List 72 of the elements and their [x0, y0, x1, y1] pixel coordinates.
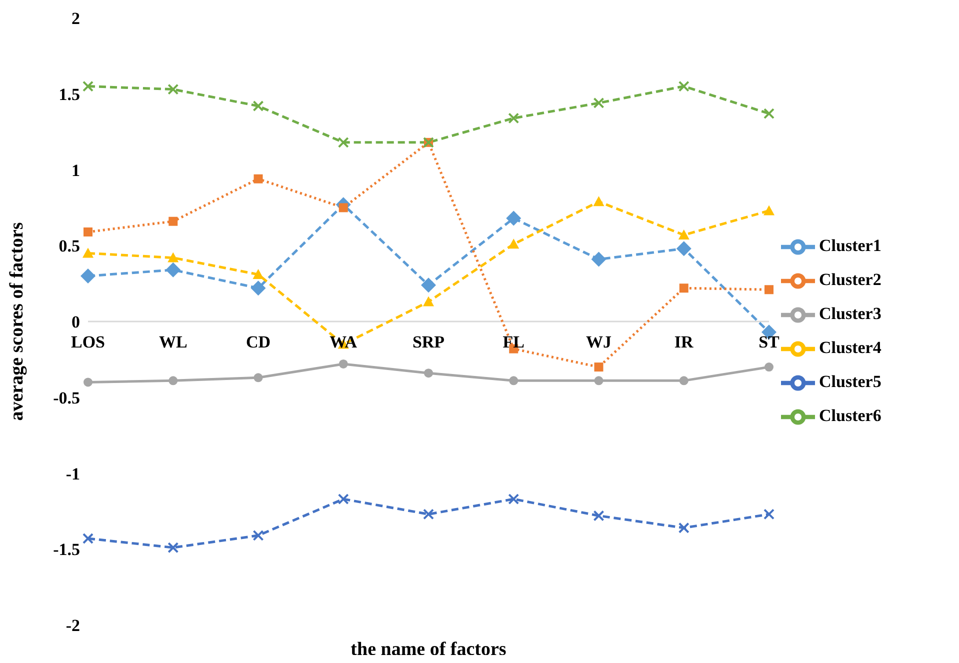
point: [168, 84, 179, 95]
point: [84, 378, 92, 387]
point: [82, 80, 94, 92]
point: [250, 280, 266, 296]
point: [764, 362, 774, 372]
point: [423, 508, 434, 520]
point: [166, 262, 181, 278]
point: [509, 376, 518, 386]
point: [593, 97, 604, 108]
point: [679, 376, 688, 386]
point: [679, 284, 688, 293]
point: [508, 112, 520, 124]
point: [678, 230, 690, 240]
point: [424, 368, 433, 378]
point: [254, 174, 263, 184]
point: [338, 494, 349, 505]
point: [678, 80, 690, 92]
y-tick-label: -2: [66, 616, 80, 636]
point: [252, 100, 264, 112]
point: [764, 205, 774, 216]
point: [168, 376, 178, 386]
point: [676, 241, 692, 256]
x-tick-label: FL: [502, 332, 524, 352]
y-tick-label: 2: [72, 9, 80, 28]
point: [168, 216, 178, 226]
legend-label: Cluster1: [819, 235, 882, 254]
point: [84, 227, 92, 236]
point: [254, 373, 263, 382]
point: [593, 510, 604, 522]
point: [594, 376, 604, 386]
y-tick-label: 0.5: [58, 236, 80, 256]
point: [591, 252, 606, 267]
legend-label: Cluster5: [819, 371, 882, 390]
point: [82, 248, 94, 258]
legend-label: Cluster4: [819, 337, 882, 356]
x-axis-title: the name of factors: [350, 639, 506, 660]
point: [168, 542, 179, 554]
y-tick-label: -1.5: [53, 540, 80, 560]
y-tick-label: -1: [66, 464, 80, 484]
point: [82, 533, 94, 544]
point: [252, 530, 264, 541]
point: [593, 196, 604, 206]
point: [508, 238, 520, 249]
y-tick-label: 1.5: [58, 84, 80, 104]
x-tick-label: SRP: [412, 332, 445, 352]
point: [423, 296, 434, 306]
point: [80, 268, 96, 284]
point: [764, 285, 774, 294]
point: [508, 494, 520, 505]
point: [168, 252, 179, 262]
point: [338, 136, 349, 148]
point: [764, 108, 774, 120]
legend-label: Cluster3: [819, 303, 882, 322]
point: [764, 508, 774, 520]
legend-label: Cluster6: [819, 405, 882, 424]
point: [594, 362, 604, 372]
x-tick-label: WL: [158, 332, 188, 352]
y-axis-title: average scores of factors: [6, 222, 28, 421]
point: [678, 522, 690, 534]
x-tick-label: IR: [674, 332, 694, 352]
x-tick-label: WJ: [586, 332, 612, 352]
y-tick-label: 0: [72, 312, 80, 332]
x-tick-label: LOS: [70, 332, 106, 352]
y-tick-label: 1: [72, 160, 80, 180]
y-tick-label: -0.5: [53, 388, 80, 408]
legend-label: Cluster2: [819, 269, 882, 288]
x-tick-label: ST: [758, 332, 780, 352]
point: [252, 268, 264, 279]
point: [421, 278, 436, 293]
point: [338, 359, 348, 368]
x-tick-label: CD: [246, 332, 271, 352]
point: [506, 210, 522, 226]
